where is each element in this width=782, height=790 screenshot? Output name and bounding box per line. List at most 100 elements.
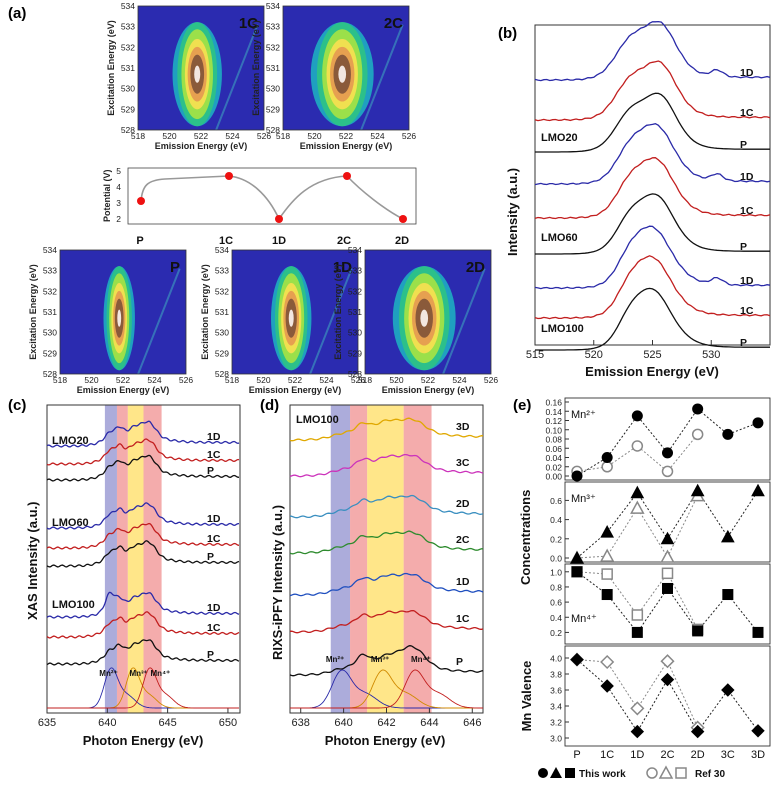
panel-e-point-this-work bbox=[660, 672, 675, 687]
map-label: 2D bbox=[466, 259, 485, 276]
map-elastic-line bbox=[215, 24, 259, 131]
map-x-tick: 520 bbox=[307, 131, 321, 141]
panel-e-point-this-work bbox=[690, 724, 705, 739]
panel-e-category-label: 2D bbox=[691, 749, 705, 761]
map-y-tick: 534 bbox=[348, 245, 362, 255]
panel-e-y-label: Concentrations bbox=[518, 490, 533, 585]
panel-b-label: (b) bbox=[498, 25, 517, 42]
cycle-dot-1c bbox=[225, 172, 233, 180]
map-y-tick: 528 bbox=[121, 125, 135, 135]
panel-d-trace-label: 3C bbox=[456, 457, 470, 469]
panel-e: Concentrations 0.000.020.040.060.080.100… bbox=[518, 398, 771, 780]
map-x-tick: 522 bbox=[339, 131, 353, 141]
panel-e-point-this-work bbox=[630, 485, 645, 499]
panel-c-trace-label: 1D bbox=[207, 513, 221, 525]
cycle-label-p: P bbox=[136, 235, 143, 247]
panel-e-ytick-label: 0.6 bbox=[550, 598, 562, 608]
panel-e-point-this-work bbox=[721, 683, 735, 697]
panel-c-trace bbox=[46, 540, 240, 568]
panel-c-trace-label: P bbox=[207, 649, 214, 661]
panel-e-ytick-label: 0.04 bbox=[545, 453, 562, 463]
panel-c-band bbox=[104, 405, 117, 713]
panel-b-x-label: Emission Energy (eV) bbox=[585, 364, 719, 379]
map-blob bbox=[420, 309, 429, 327]
cycle-label-2d: 2D bbox=[395, 235, 409, 247]
map-y-tick: 531 bbox=[215, 307, 229, 317]
cycle-frame bbox=[127, 167, 417, 225]
panel-e-point-ref bbox=[601, 461, 613, 473]
panel-e-point-this-work bbox=[692, 625, 704, 637]
panel-e-point-this-work bbox=[600, 679, 614, 693]
panel-b-trace-label: 1C bbox=[740, 305, 754, 317]
map-x-tick: 524 bbox=[319, 375, 333, 385]
panel-e-ytick-label: 0.06 bbox=[545, 444, 562, 454]
map-x-label: Emission Energy (eV) bbox=[249, 385, 342, 395]
map-x-tick: 524 bbox=[452, 375, 466, 385]
panel-b-traces: 1D 1C P 1D 1C P 1D 1C P LMO20 LMO60 LMO100 bbox=[534, 20, 771, 351]
map-x-label: Emission Energy (eV) bbox=[155, 141, 248, 151]
panel-e-point-this-work bbox=[751, 483, 765, 497]
map-x-tick: 522 bbox=[194, 131, 208, 141]
panel-b-trace-label: P bbox=[740, 139, 747, 151]
map-x-tick: 526 bbox=[351, 375, 365, 385]
panel-e-series-line bbox=[576, 495, 699, 559]
map-y-tick: 534 bbox=[215, 245, 229, 255]
panel-c-trace-label: 1D bbox=[207, 602, 221, 614]
map-y-tick: 530 bbox=[43, 328, 57, 338]
cycle-line bbox=[140, 175, 404, 221]
panel-d-ticks: 638 640 642 644 646 bbox=[292, 708, 481, 729]
panel-c-ref-label: Mn⁴⁺ bbox=[151, 669, 171, 678]
map-frame bbox=[364, 249, 492, 375]
panel-b-trace bbox=[534, 20, 771, 82]
panel-e-series-line bbox=[576, 489, 759, 559]
panel-e-category-label: 1D bbox=[630, 749, 644, 761]
map-x-tick: 518 bbox=[276, 131, 290, 141]
panel-e-point-this-work bbox=[720, 529, 735, 543]
map-y-tick: 534 bbox=[43, 245, 57, 255]
panel-d-group-label: LMO100 bbox=[296, 414, 339, 426]
map-x-tick: 518 bbox=[358, 375, 372, 385]
panel-c-trace-label: 1D bbox=[207, 431, 221, 443]
panel-e-ytick-label: 0.10 bbox=[545, 425, 562, 435]
panel-e-legend: This work Ref 30 bbox=[538, 765, 725, 780]
panel-e-category-label: 3C bbox=[721, 749, 735, 761]
panel-d-trace bbox=[289, 572, 484, 597]
panel-e-point-ref bbox=[691, 428, 704, 441]
panel-c-frame bbox=[46, 404, 241, 714]
map-x-tick: 526 bbox=[179, 375, 193, 385]
legend-this-work: This work bbox=[579, 769, 626, 780]
panel-e-ytick-label: 4.0 bbox=[550, 654, 562, 664]
panel-a-label: (a) bbox=[8, 5, 26, 22]
map-y-tick: 532 bbox=[215, 286, 229, 296]
panel-c-ref-trace bbox=[47, 667, 239, 709]
panel-b-trace bbox=[535, 287, 770, 351]
map-label: 1C bbox=[239, 15, 258, 32]
panel-e-point-this-work bbox=[692, 403, 704, 415]
panel-c-group-label: LMO60 bbox=[52, 517, 89, 529]
map-blob bbox=[338, 65, 347, 83]
map-label: 2C bbox=[384, 15, 403, 32]
map-y-tick: 534 bbox=[266, 1, 280, 11]
panel-e-ytick-label: 0.0 bbox=[550, 554, 562, 564]
panel-d-tick-label: 638 bbox=[292, 717, 310, 729]
panel-d-trace bbox=[290, 494, 484, 519]
panel-e-ytick-label: 3.4 bbox=[550, 702, 562, 712]
cycle-tick-4: 4 bbox=[116, 182, 121, 192]
panel-c-bands bbox=[104, 405, 162, 713]
map-y-tick: 533 bbox=[121, 22, 135, 32]
panel-c-trace-label: P bbox=[207, 551, 214, 563]
panel-e-ytick-label: 0.4 bbox=[550, 613, 562, 623]
panel-e-point-this-work bbox=[571, 470, 583, 482]
panel-e-category-label: 3D bbox=[751, 749, 765, 761]
panel-c-trace bbox=[46, 611, 240, 639]
map-y-tick: 528 bbox=[266, 125, 280, 135]
panel-e-point-this-work bbox=[601, 452, 613, 463]
panel-b-trace-label: 1D bbox=[740, 275, 754, 287]
panel-d-tick-label: 644 bbox=[420, 717, 438, 729]
map-y-tick: 528 bbox=[215, 369, 229, 379]
map-x-tick: 520 bbox=[162, 131, 176, 141]
